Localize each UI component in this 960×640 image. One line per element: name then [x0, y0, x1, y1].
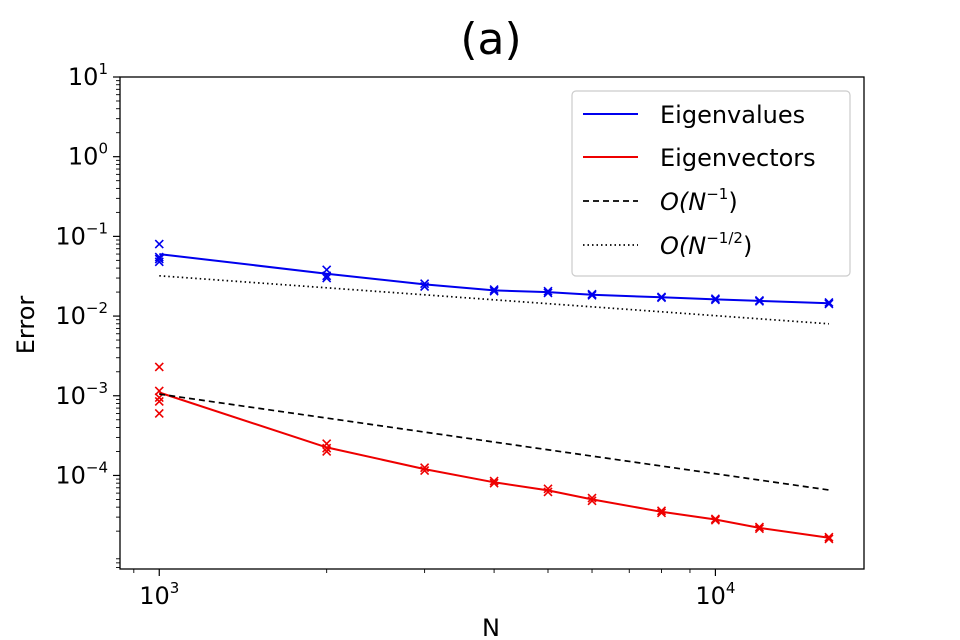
data-point-marker — [154, 386, 164, 396]
data-point-marker — [587, 496, 597, 506]
data-point-marker — [154, 254, 164, 264]
data-point-marker — [754, 522, 765, 532]
plot-area: 101 100 10−1 10−2 10−3 10−4 103 104 — [55, 60, 865, 610]
data-point-marker — [824, 534, 834, 544]
data-point-marker — [322, 446, 332, 457]
y-tick-label: 10−4 — [55, 458, 108, 489]
legend-label-0: Eigenvalues — [660, 101, 805, 129]
y-tick-label: 101 — [68, 60, 108, 91]
data-point-marker — [322, 273, 332, 283]
chart-title: (a) — [460, 14, 521, 65]
y-axis-label: Error — [12, 296, 40, 355]
x-axis-label: N — [482, 614, 500, 640]
data-point-marker — [322, 271, 332, 281]
y-tick-label: 10−2 — [55, 299, 108, 330]
data-point-marker — [710, 295, 720, 305]
data-point-marker — [154, 362, 164, 372]
data-point-marker — [710, 515, 720, 525]
data-point-marker — [824, 299, 834, 309]
y-tick-label: 100 — [68, 140, 108, 171]
series-line-0 — [159, 253, 829, 305]
data-point-marker — [543, 286, 553, 296]
data-point-marker — [154, 408, 164, 419]
data-point-marker — [420, 466, 430, 476]
data-point-marker — [656, 293, 667, 303]
series-line-3 — [159, 274, 829, 325]
data-point-marker — [489, 286, 499, 296]
legend-frame — [571, 90, 851, 277]
data-point-marker — [754, 524, 765, 534]
data-point-marker — [710, 514, 720, 524]
data-point-marker — [587, 290, 597, 300]
data-point-marker — [489, 285, 499, 295]
y-tick-label: 10−1 — [55, 219, 108, 250]
data-point-marker — [587, 493, 597, 503]
data-point-marker — [656, 506, 667, 516]
x-tick-label: 103 — [139, 579, 179, 610]
x-tick-label: 104 — [695, 579, 735, 610]
y-tick-label: 10−3 — [55, 379, 108, 410]
legend-label-2: O(N−1) — [660, 185, 738, 216]
data-point-marker — [824, 297, 834, 308]
data-point-marker — [322, 443, 332, 453]
data-point-marker — [420, 281, 430, 292]
data-point-marker — [420, 279, 430, 289]
data-point-marker — [824, 532, 834, 542]
data-point-marker — [489, 476, 499, 486]
plot-frame — [119, 76, 865, 570]
data-point-marker — [154, 396, 164, 406]
data-point-marker — [154, 257, 164, 267]
legend-label-1: Eigenvectors — [660, 144, 816, 172]
data-point-marker — [656, 508, 667, 518]
data-point-marker — [543, 288, 553, 298]
data-point-marker — [154, 239, 164, 249]
data-point-marker — [543, 487, 553, 497]
data-point-marker — [754, 296, 765, 306]
data-point-marker — [543, 484, 553, 494]
data-point-marker — [489, 478, 499, 488]
legend: Eigenvalues Eigenvectors O(N−1) O(N−1/2) — [571, 90, 851, 277]
data-point-marker — [420, 463, 430, 473]
legend-label-3: O(N−1/2) — [660, 229, 752, 260]
series-line-2 — [159, 393, 830, 491]
series-line-1 — [158, 391, 830, 539]
